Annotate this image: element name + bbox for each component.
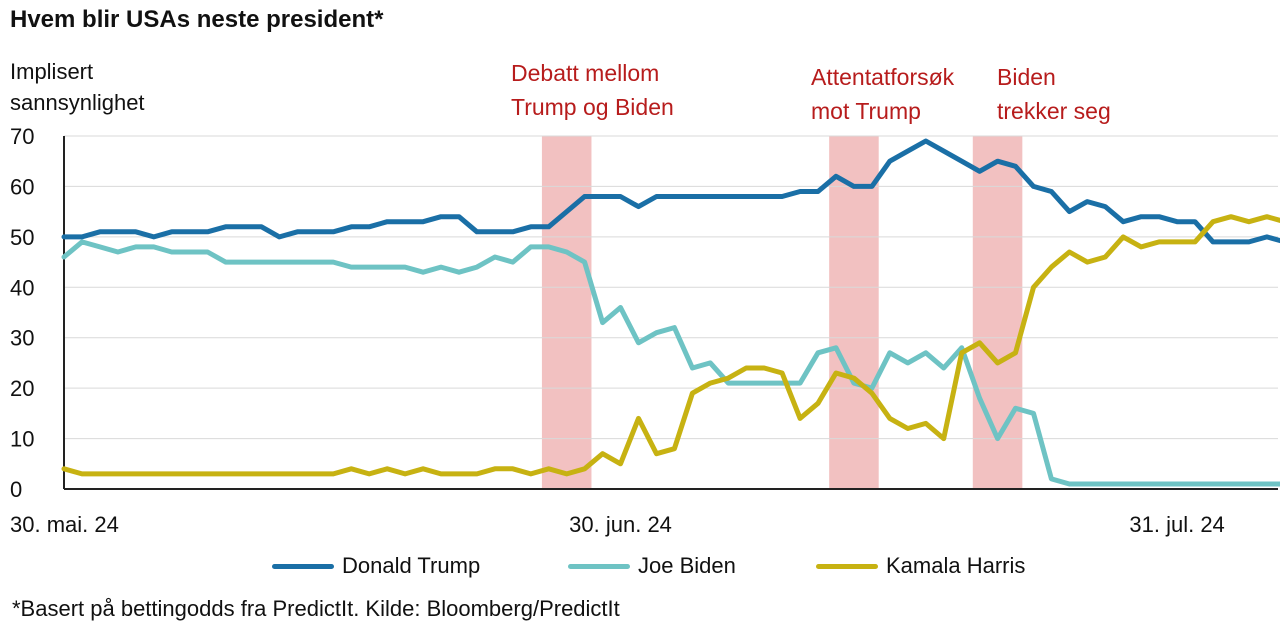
series-line-0 (61, 138, 1280, 245)
x-tick-labels: 30. mai. 24 30. jun. 24 31. jul. 24 (10, 512, 1225, 537)
chart-title: Hvem blir USAs neste president* (10, 6, 384, 33)
legend: Donald Trump Joe Biden Kamala Harris (0, 553, 1280, 583)
y-tick-label-50: 50 (10, 225, 34, 250)
legend-label-harris: Kamala Harris (886, 553, 1026, 578)
series-line-1 (61, 239, 1280, 487)
legend-swatch-harris (816, 563, 878, 569)
y-tick-labels: 0 10 20 30 40 50 60 70 (10, 124, 34, 502)
shaded-period-2 (972, 136, 1023, 489)
annotation-1-line2: mot Trump (811, 98, 921, 124)
legend-label-biden: Joe Biden (638, 553, 736, 578)
shaded-period-1 (829, 136, 879, 489)
annotation-2-line1: Biden (997, 64, 1056, 90)
annotation-0-line1: Debatt mellom (511, 60, 660, 86)
legend-label-trump: Donald Trump (342, 553, 481, 578)
series-lines (61, 138, 1280, 487)
annotation-2-line2: trekker seg (997, 98, 1111, 124)
y-tick-label-10: 10 (10, 427, 34, 452)
annotation-2: Biden trekker seg (997, 60, 1111, 128)
legend-item-biden: Joe Biden (568, 553, 736, 579)
annotation-1: Attentatforsøk mot Trump (811, 60, 954, 128)
legend-swatch-trump (272, 563, 334, 569)
y-tick-label-30: 30 (10, 326, 34, 351)
legend-swatch-biden (568, 563, 630, 569)
y-tick-label-20: 20 (10, 376, 34, 401)
legend-item-harris: Kamala Harris (816, 553, 1025, 579)
x-tick-label-0: 30. mai. 24 (10, 512, 119, 537)
footnote: *Basert på bettingodds fra PredictIt. Ki… (12, 596, 620, 621)
shaded-period-0 (541, 136, 592, 489)
annotation-0: Debatt mellom Trump og Biden (511, 56, 674, 124)
annotation-1-line1: Attentatforsøk (811, 64, 955, 90)
y-axis-label: Implisert sannsynlighet (10, 59, 145, 115)
annotation-0-line2: Trump og Biden (511, 94, 674, 120)
y-tick-label-70: 70 (10, 124, 34, 149)
grid-lines (64, 135, 1278, 440)
legend-item-trump: Donald Trump (272, 553, 480, 579)
y-tick-label-40: 40 (10, 275, 34, 300)
axes (63, 136, 1278, 490)
x-tick-label-2: 31. jul. 24 (1129, 512, 1224, 537)
x-tick-label-1: 30. jun. 24 (569, 512, 672, 537)
series-line-2 (61, 214, 1280, 477)
y-tick-label-0: 0 (10, 477, 22, 502)
y-tick-label-60: 60 (10, 174, 34, 199)
